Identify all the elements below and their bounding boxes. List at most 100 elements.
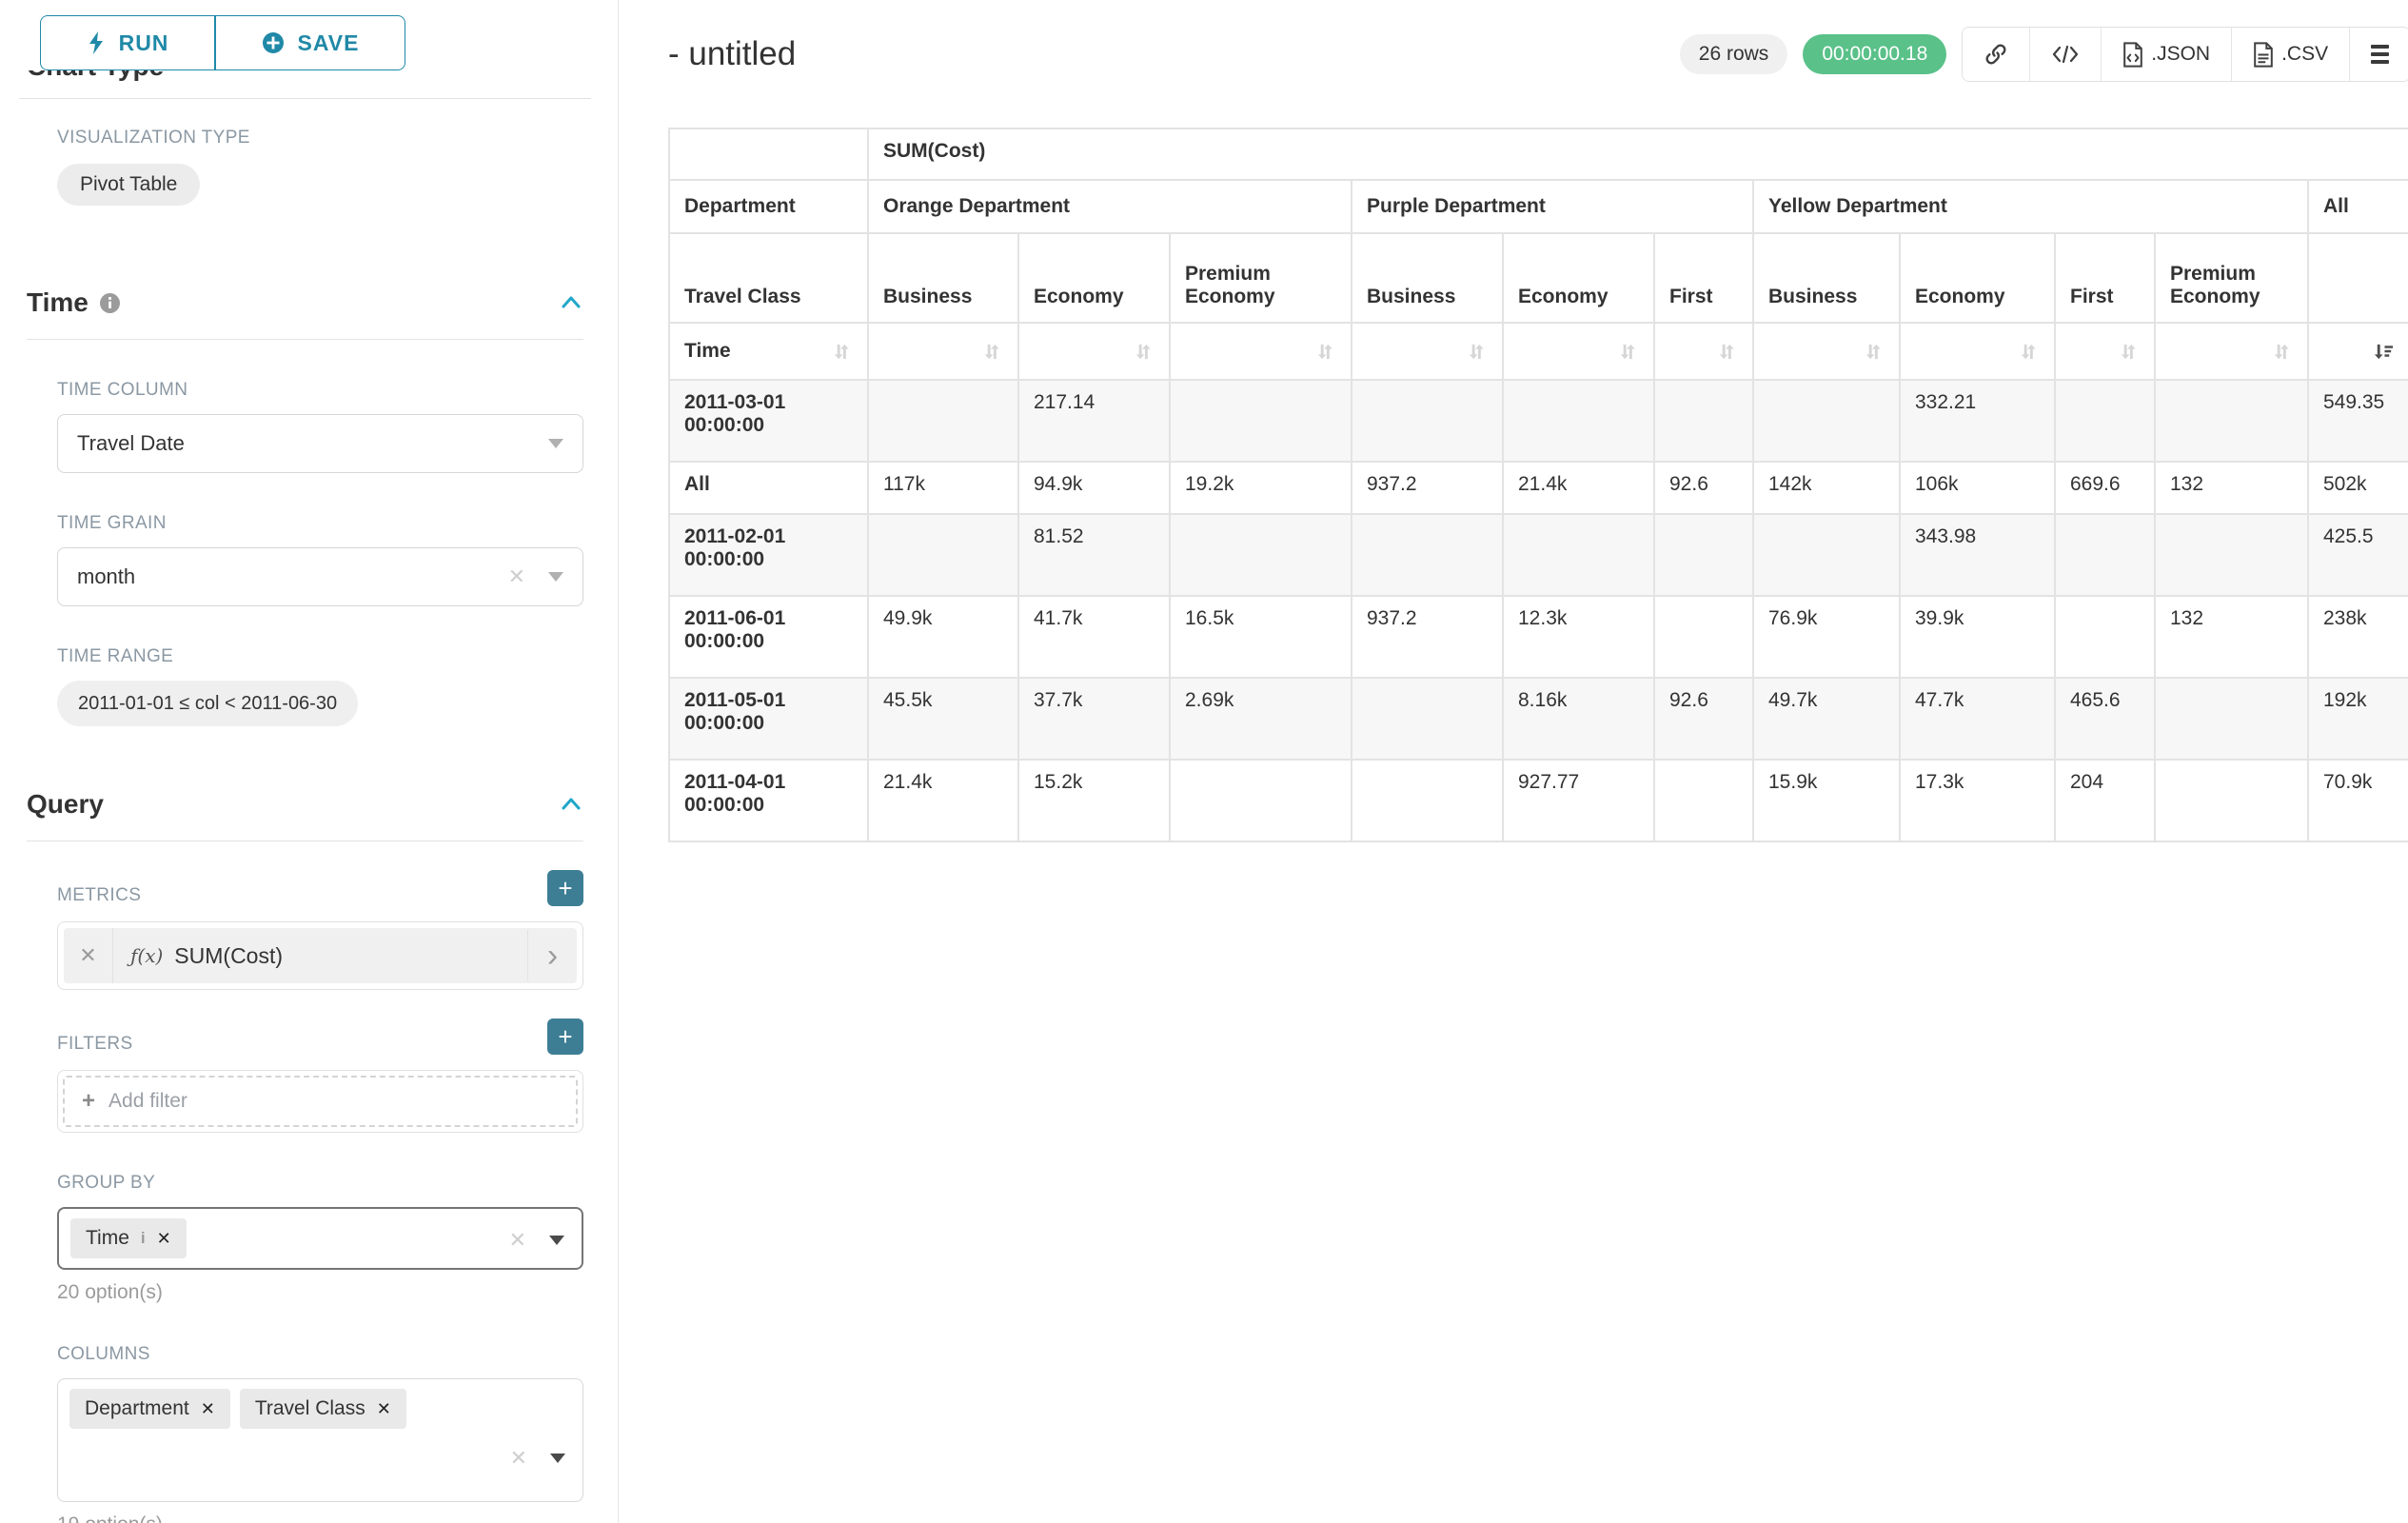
- sort-header-cell: [869, 324, 1019, 381]
- metrics-control: METRICS + ✕ ƒ(x) SUM(Cost) ›: [57, 870, 583, 990]
- chart-area: - untitled 26 rows 00:00:00.18 .JSON: [619, 0, 2408, 1523]
- table-row: 2011-03-01 00:00:00 217.14 332.21 549.35: [670, 381, 2408, 463]
- function-icon: ƒ(x): [130, 944, 164, 967]
- table-row: 2011-04-01 00:00:00 21.4k 15.2k 927.77 15.9k…: [670, 761, 2408, 842]
- sort-icon[interactable]: [1133, 341, 1155, 363]
- column-group-header: Purple Department: [1352, 181, 1754, 234]
- value-cell: [1504, 515, 1655, 597]
- plus-icon: +: [558, 1022, 573, 1051]
- clear-icon[interactable]: ✕: [509, 1446, 527, 1470]
- chart-title[interactable]: - untitled: [668, 35, 797, 72]
- query-section-heading: Query: [27, 789, 104, 819]
- columns-label: COLUMNS: [57, 1344, 150, 1364]
- chevron-down-icon[interactable]: [549, 1236, 564, 1245]
- row-header-cell: 2011-03-01 00:00:00: [670, 381, 869, 463]
- embed-code-button[interactable]: [2030, 28, 2102, 81]
- row-header-cell: 2011-02-01 00:00:00: [670, 515, 869, 597]
- value-cell: 12.3k: [1504, 597, 1655, 679]
- export-json-button[interactable]: .JSON: [2102, 28, 2233, 81]
- code-icon: [2053, 45, 2079, 64]
- sort-icon[interactable]: [1314, 341, 1336, 363]
- value-cell: 21.4k: [869, 761, 1019, 842]
- time-grain-select[interactable]: month ✕: [57, 547, 583, 606]
- value-cell: 92.6: [1655, 679, 1754, 761]
- value-cell: 332.21: [1901, 381, 2056, 463]
- value-cell: [869, 515, 1019, 597]
- column-header: Premium Economy: [1171, 234, 1352, 324]
- value-cell: 94.9k: [1019, 463, 1171, 515]
- row-header-cell: All: [670, 463, 869, 515]
- value-cell: 117k: [869, 463, 1019, 515]
- table-row: 2011-05-01 00:00:00 45.5k 37.7k 2.69k 8.16k 9…: [670, 679, 2408, 761]
- value-cell: [2056, 515, 2156, 597]
- add-filter-dropzone[interactable]: + Add filter: [63, 1076, 578, 1127]
- value-cell: [1655, 597, 1754, 679]
- value-cell: 238k: [2309, 597, 2408, 679]
- visualization-type-pill[interactable]: Pivot Table: [57, 164, 201, 206]
- metrics-label: METRICS: [57, 885, 142, 905]
- clear-icon[interactable]: ✕: [507, 564, 525, 588]
- columns-tag[interactable]: Travel Class ✕: [239, 1389, 406, 1429]
- sort-icon[interactable]: [1863, 341, 1885, 363]
- column-group-header: Yellow Department: [1754, 181, 2309, 234]
- value-cell: [1352, 761, 1504, 842]
- remove-tag-icon[interactable]: ✕: [200, 1398, 215, 1418]
- save-button-label: SAVE: [297, 30, 360, 55]
- group-by-select[interactable]: Time i ✕ ✕: [57, 1207, 583, 1270]
- copy-link-button[interactable]: [1963, 28, 2031, 81]
- remove-metric-icon[interactable]: ✕: [64, 928, 113, 983]
- save-button[interactable]: SAVE: [215, 15, 405, 70]
- time-column-select[interactable]: Travel Date: [57, 414, 583, 473]
- sort-icon[interactable]: [2271, 341, 2293, 363]
- collapse-time-icon[interactable]: [559, 290, 583, 315]
- sort-icon[interactable]: [2118, 341, 2140, 363]
- value-cell: 41.7k: [1019, 597, 1171, 679]
- sort-icon[interactable]: [2018, 341, 2040, 363]
- value-cell: [2156, 679, 2309, 761]
- group-by-tag[interactable]: Time i ✕: [70, 1218, 187, 1258]
- columns-tag[interactable]: Department ✕: [69, 1389, 230, 1429]
- time-grain-value: month: [77, 564, 136, 588]
- sort-icon[interactable]: [831, 341, 853, 363]
- menu-button[interactable]: [2350, 28, 2408, 81]
- remove-tag-icon[interactable]: ✕: [376, 1398, 391, 1418]
- columns-options-note: 19 option(s): [57, 1513, 583, 1523]
- value-cell: 37.7k: [1019, 679, 1171, 761]
- column-header: Business: [1754, 234, 1901, 324]
- chart-type-section: Chart Type RUN SAVE: [19, 0, 591, 99]
- export-csv-button[interactable]: .CSV: [2232, 28, 2351, 81]
- add-filter-label: Add filter: [109, 1090, 188, 1112]
- value-cell: 45.5k: [869, 679, 1019, 761]
- time-range-pill[interactable]: 2011-01-01 ≤ col < 2011-06-30: [57, 681, 359, 726]
- value-cell: 425.5: [2309, 515, 2408, 597]
- collapse-query-icon[interactable]: [559, 792, 583, 817]
- add-metric-button[interactable]: +: [547, 870, 583, 906]
- sort-desc-icon[interactable]: [2373, 341, 2395, 363]
- clear-icon[interactable]: ✕: [508, 1228, 526, 1252]
- metric-name: SUM(Cost): [174, 942, 284, 968]
- columns-control: COLUMNS Department ✕ Travel Class ✕ ✕: [57, 1344, 583, 1523]
- value-cell: 39.9k: [1901, 597, 2056, 679]
- column-header: Business: [1352, 234, 1504, 324]
- columns-select[interactable]: Department ✕ Travel Class ✕ ✕: [57, 1378, 583, 1502]
- run-button[interactable]: RUN: [40, 15, 215, 70]
- sort-icon[interactable]: [1716, 341, 1738, 363]
- chevron-right-icon[interactable]: ›: [527, 930, 577, 981]
- json-file-icon: [2123, 41, 2143, 68]
- sort-icon[interactable]: [981, 341, 1003, 363]
- value-cell: [2156, 761, 2309, 842]
- sort-header-cell: [1901, 324, 2056, 381]
- link-icon: [1985, 44, 2006, 65]
- chevron-down-icon[interactable]: [550, 1454, 565, 1463]
- time-column-control: TIME COLUMN Travel Date: [57, 380, 583, 473]
- time-range-label: TIME RANGE: [57, 646, 174, 666]
- metric-pill[interactable]: ✕ ƒ(x) SUM(Cost) ›: [64, 928, 577, 983]
- value-cell: 76.9k: [1754, 597, 1901, 679]
- sort-icon[interactable]: [1617, 341, 1639, 363]
- value-cell: [1352, 515, 1504, 597]
- remove-tag-icon[interactable]: ✕: [156, 1228, 171, 1248]
- value-cell: 142k: [1754, 463, 1901, 515]
- value-cell: 343.98: [1901, 515, 2056, 597]
- sort-icon[interactable]: [1466, 341, 1488, 363]
- add-filter-button[interactable]: +: [547, 1019, 583, 1055]
